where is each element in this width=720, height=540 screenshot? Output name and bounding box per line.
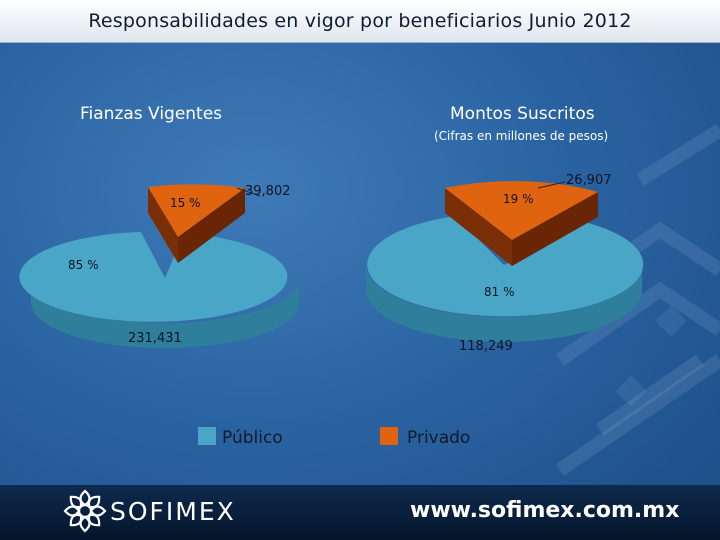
legend-publico-label: Público xyxy=(222,428,283,448)
right-chart-title: Montos Suscritos xyxy=(450,104,595,124)
left-publico-value: 231,431 xyxy=(128,331,182,346)
leader-line-right-privado xyxy=(537,181,566,189)
right-pie-privado-side xyxy=(445,188,512,266)
left-privado-percent: 15 % xyxy=(170,196,201,210)
left-pie xyxy=(19,184,299,348)
left-pie-privado-front xyxy=(178,188,245,263)
right-pie xyxy=(366,181,644,342)
right-privado-value: 26,907 xyxy=(566,173,612,188)
right-publico-value: 118,249 xyxy=(459,339,513,354)
right-publico-percent: 81 % xyxy=(484,285,515,299)
footer-bar xyxy=(0,485,720,540)
legend-publico-swatch xyxy=(198,427,216,445)
footer-website-link[interactable]: www.sofimex.com.mx xyxy=(410,498,680,523)
left-publico-percent: 85 % xyxy=(68,258,99,272)
footer-brand: SOFIMEX xyxy=(110,497,236,526)
legend-privado-swatch xyxy=(380,427,398,445)
sofimex-logo-icon xyxy=(63,489,107,533)
legend-privado-label: Privado xyxy=(407,428,471,448)
title-bar xyxy=(0,0,720,43)
right-chart-subtitle: (Cifras en millones de pesos) xyxy=(434,129,609,143)
left-pie-privado-side xyxy=(148,187,178,263)
left-pie-publico-slice xyxy=(19,232,288,322)
right-pie-publico-side xyxy=(366,265,642,342)
right-pie-privado-front xyxy=(512,192,598,266)
right-pie-privado-slice xyxy=(445,181,598,240)
right-pie-publico-slice xyxy=(367,216,644,317)
left-chart-title: Fianzas Vigentes xyxy=(80,104,223,124)
left-pie-publico-side xyxy=(31,278,299,348)
right-privado-percent: 19 % xyxy=(503,192,534,206)
left-pie-privado-slice xyxy=(148,184,245,237)
slide-title: Responsabilidades en vigor por beneficia… xyxy=(88,10,632,32)
left-privado-value: 39,802 xyxy=(245,184,291,199)
leader-line-left-privado xyxy=(236,187,261,197)
